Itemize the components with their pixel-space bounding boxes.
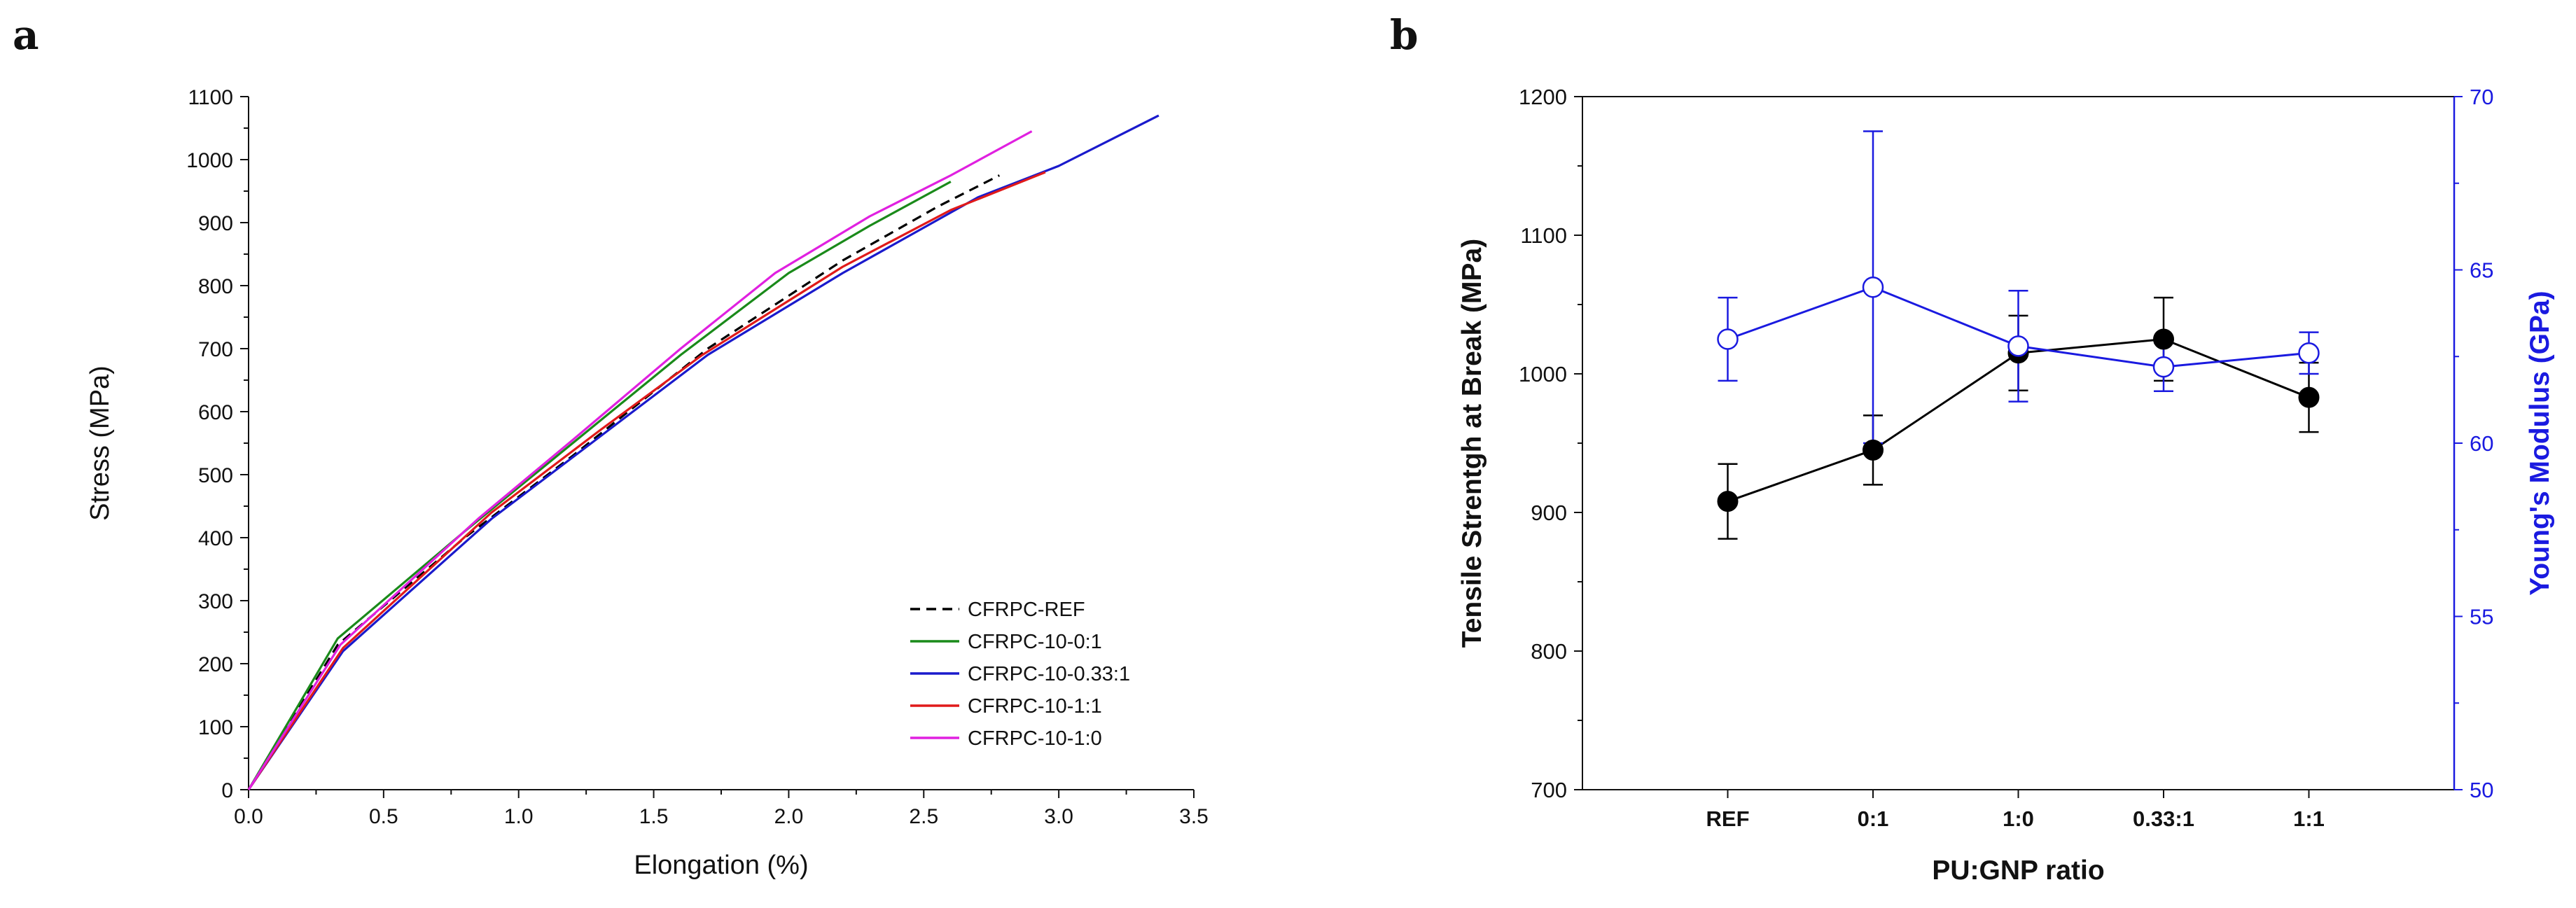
chart-b-right-tick-label: 70 (2470, 85, 2493, 109)
chart-a-legend-label-1: CFRPC-10-0:1 (968, 631, 1102, 653)
chart-a-legend-label-3: CFRPC-10-1:1 (968, 695, 1102, 718)
chart-a-y-axis-title: Stress (MPa) (85, 365, 115, 521)
chart-a-series (247, 114, 1160, 790)
chart-b-right-tick-label: 60 (2470, 431, 2493, 456)
chart-b-category-label: 0:1 (1858, 806, 1889, 831)
chart-b-right-tick-label: 65 (2470, 258, 2493, 283)
chart-b-left-tick-label: 1000 (1519, 362, 1567, 386)
chart-a-y-tick-label: 1000 (186, 149, 233, 172)
chart-a-y-tick-label: 300 (198, 590, 233, 613)
chart-a-y-tick-label: 100 (198, 716, 233, 739)
chart-b-category-label: 1:1 (2293, 806, 2325, 831)
chart-a-y-tick-label: 600 (198, 401, 233, 424)
strength-modulus-chart: 700 800 900 1000 1100 1200 50 55 60 65 70 REF 0:1 1:0… (1457, 85, 2555, 886)
panel-a-label: a (13, 11, 39, 59)
chart-a-x-tick-label: 1.5 (639, 805, 669, 828)
chart-b-right-axis-title: Young's Modulus (GPa) (2525, 291, 2555, 595)
chart-a-y-tick-label: 700 (198, 338, 233, 361)
chart-b-modulus-point-4 (2298, 342, 2320, 364)
chart-b-modulus-point-2 (2007, 335, 2029, 357)
chart-b-category-label: 1:0 (2003, 806, 2034, 831)
chart-b-strength-point-3 (2153, 328, 2174, 350)
chart-a-x-tick-label: 3.0 (1044, 805, 1073, 828)
chart-a-series-line-4 (247, 130, 1033, 790)
chart-b-strength-point-4 (2298, 386, 2320, 408)
chart-a-legend: CFRPC-REF CFRPC-10-0:1 CFRPC-10-0.33:1 CFRP… (910, 599, 1130, 750)
chart-b-right-tick-label: 50 (2470, 778, 2493, 802)
chart-b-axes: 700 800 900 1000 1100 1200 50 55 60 65 70 REF 0:1 1:0… (1519, 85, 2493, 831)
chart-a-x-tick-label: 0.0 (234, 805, 263, 828)
chart-a-y-tick-label: 500 (198, 464, 233, 487)
panel-b-label: b (1390, 11, 1419, 59)
chart-b-category-label: REF (1706, 806, 1750, 831)
chart-a-series-line-3 (247, 171, 1046, 790)
chart-a-x-tick-label: 2.5 (909, 805, 938, 828)
chart-b-right-tick-label: 55 (2470, 605, 2493, 629)
chart-b-modulus-point-0 (1717, 328, 1739, 350)
chart-b-left-tick-label: 1100 (1520, 223, 1567, 248)
chart-b-x-axis-title: PU:GNP ratio (1932, 855, 2104, 886)
chart-a-y-tick-label: 200 (198, 653, 233, 676)
chart-b-strength-point-0 (1717, 491, 1739, 512)
chart-b-series (1717, 130, 2320, 540)
chart-a-x-tick-label: 3.5 (1179, 805, 1209, 828)
chart-a-y-tick-label: 400 (198, 527, 233, 550)
chart-a-axes: 0.0 0.5 1.0 1.5 2.0 2.5 3.0 3.5 0 100 200 300 400 500… (186, 86, 1209, 828)
chart-b-strength-point-1 (1863, 439, 1884, 461)
chart-a-y-tick-label: 1100 (188, 86, 233, 109)
chart-a-y-tick-label: 800 (198, 275, 233, 298)
chart-a-x-tick-label: 1.0 (504, 805, 534, 828)
chart-b-category-label: 0.33:1 (2133, 806, 2194, 831)
chart-b-left-tick-label: 900 (1531, 501, 1567, 525)
chart-a-legend-label-2: CFRPC-10-0.33:1 (968, 663, 1130, 685)
chart-a-x-tick-label: 0.5 (369, 805, 398, 828)
chart-a-series-line-2 (247, 114, 1160, 790)
chart-a-legend-label-0: CFRPC-REF (968, 599, 1085, 621)
chart-b-left-tick-label: 800 (1531, 639, 1567, 664)
chart-b-modulus-point-1 (1862, 277, 1884, 298)
chart-b-modulus-point-3 (2152, 356, 2175, 378)
chart-a-y-tick-label: 0 (221, 779, 233, 802)
chart-a-legend-label-4: CFRPC-10-1:0 (968, 727, 1102, 750)
chart-a-series-line-0 (247, 174, 1001, 790)
chart-b-left-tick-label: 700 (1531, 778, 1567, 802)
chart-a-y-tick-label: 900 (198, 212, 233, 235)
chart-a-x-tick-label: 2.0 (774, 805, 804, 828)
stress-elongation-chart: 0.0 0.5 1.0 1.5 2.0 2.5 3.0 3.5 0 100 200 300 400 500… (85, 86, 1209, 880)
chart-a-series-line-1 (247, 181, 952, 790)
chart-a-x-axis-title: Elongation (%) (634, 851, 808, 880)
chart-b-left-axis-title: Tensile Strentgh at Break (MPa) (1457, 239, 1487, 648)
chart-b-left-tick-label: 1200 (1519, 85, 1567, 109)
